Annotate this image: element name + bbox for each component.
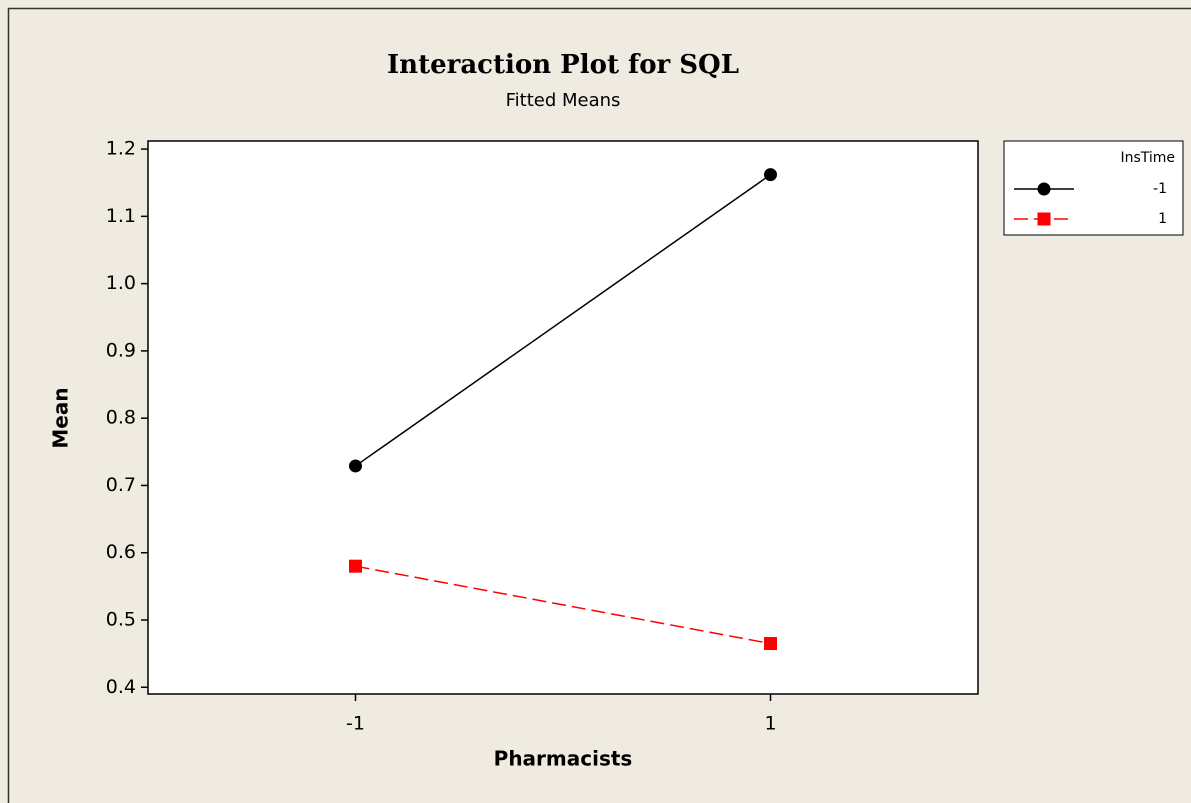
y-tick-label: 1.1 <box>106 205 136 227</box>
y-tick-label: 1.2 <box>106 138 136 160</box>
y-tick-label: 1.0 <box>106 272 136 294</box>
legend-box <box>1003 140 1184 236</box>
x-tick-label: 1 <box>764 713 776 735</box>
marker <box>1037 212 1051 226</box>
legend-label: -1 <box>1153 181 1167 197</box>
y-tick-label: 0.9 <box>106 339 136 361</box>
y-tick-label: 0.7 <box>106 474 136 496</box>
y-tick-label: 0.5 <box>106 608 136 630</box>
y-tick-label: 0.6 <box>106 541 136 563</box>
chart-title: Interaction Plot for SQL <box>387 50 739 80</box>
series-line <box>355 174 771 467</box>
legend-label: 1 <box>1158 211 1167 227</box>
x-axis-label: Pharmacists <box>494 747 633 771</box>
marker <box>349 559 362 573</box>
marker <box>764 637 777 651</box>
marker <box>1037 182 1051 196</box>
legend-title: InsTime <box>1120 150 1175 166</box>
chart-subtitle: Fitted Means <box>506 90 621 111</box>
plot-area <box>147 140 979 695</box>
y-tick-label: 0.4 <box>106 676 136 698</box>
y-axis-label: Mean <box>49 387 73 448</box>
marker <box>349 459 362 473</box>
y-tick-label: 0.8 <box>106 407 136 429</box>
x-tick-label: -1 <box>346 713 365 735</box>
marker <box>764 168 777 182</box>
series-line <box>355 565 771 645</box>
